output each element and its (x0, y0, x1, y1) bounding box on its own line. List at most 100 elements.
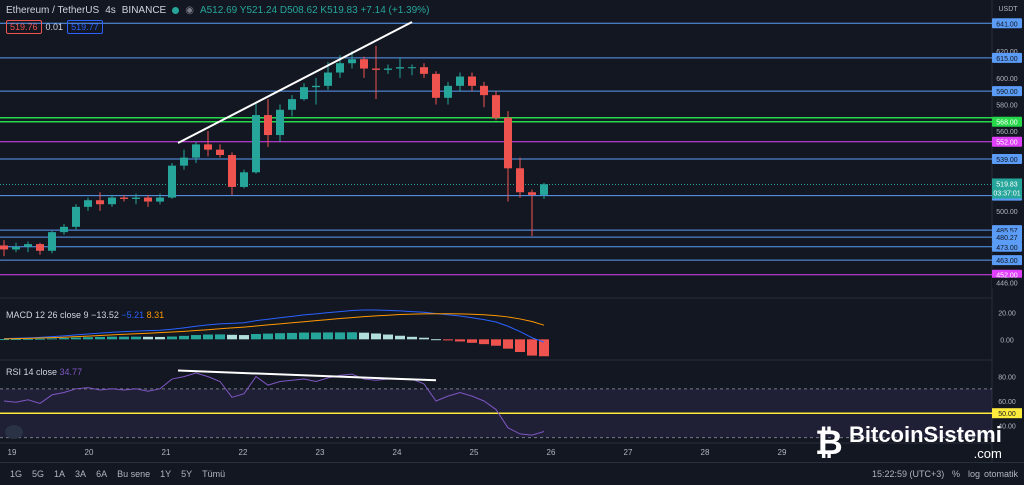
market-status-icon (172, 7, 180, 14)
x-tick-label: 22 (239, 448, 248, 457)
macd-histogram-bar (311, 332, 321, 340)
candle-body (204, 144, 212, 150)
candle-body (312, 85, 320, 88)
macd-histogram-bar (431, 339, 441, 341)
tradingview-logo-icon[interactable] (5, 425, 23, 439)
level-label: 539.00 (996, 157, 1018, 164)
candle-body (516, 168, 524, 193)
candle-body (456, 76, 464, 86)
macd-histogram-bar (263, 333, 273, 340)
candle-body (48, 232, 56, 251)
macd-histogram-bar (515, 339, 525, 352)
candle-body (192, 144, 200, 158)
timeframe-bu-sene[interactable]: Bu sene (117, 469, 151, 479)
level-label: 615.00 (996, 56, 1018, 63)
macd-histogram-bar (299, 332, 309, 340)
brand-word: BitcoinSistemi (849, 422, 1002, 447)
candle-body (384, 68, 392, 70)
level-tag (992, 136, 1022, 147)
rsi-trendline (177, 369, 437, 382)
macd-histogram-bar (287, 332, 297, 340)
timeframe-5y[interactable]: 5Y (181, 469, 193, 479)
brand-domain: .com (973, 446, 1002, 461)
timeframe-1g[interactable]: 1G (10, 469, 23, 479)
macd-histogram-bar (23, 338, 33, 340)
candle-body (228, 155, 236, 187)
macd-histogram-bar (59, 338, 69, 340)
macd-histogram-bar (467, 339, 477, 343)
auto-toggle[interactable]: otomatik (984, 469, 1019, 479)
sell-button[interactable]: 519.76 (6, 20, 42, 34)
candle-body (0, 245, 8, 250)
percent-toggle[interactable]: % (952, 469, 961, 479)
level-label: 463.00 (996, 258, 1018, 265)
x-tick-label: 29 (778, 448, 787, 457)
candle-body (420, 67, 428, 74)
rsi-value: 34.77 (59, 367, 83, 377)
level-label: 452.00 (996, 273, 1018, 280)
macd-histogram-bar (203, 334, 213, 340)
timeframe-1a[interactable]: 1A (54, 469, 66, 479)
candle-body (300, 87, 308, 100)
level-tag (992, 277, 1022, 288)
level-tag (992, 255, 1022, 266)
interval-label[interactable]: 4s (105, 5, 116, 16)
level-tag (992, 116, 1022, 127)
ohlc-values: A512.69 Y521.24 D508.62 K519.83 +7.14 (+… (199, 5, 430, 16)
macd-histogram-bar (227, 334, 237, 340)
macd-histogram-bar (371, 333, 381, 340)
level-tag (992, 232, 1022, 243)
spread-value: 0.01 (45, 22, 64, 32)
timeframe-tumu[interactable]: Tümü (202, 469, 226, 479)
candle-body (468, 76, 476, 86)
macd-histogram-bar (251, 334, 261, 340)
buy-button[interactable]: 519.77 (67, 20, 103, 34)
price-tick-label: 600.00 (996, 76, 1018, 83)
price-trendline (177, 21, 413, 144)
x-tick-label: 23 (316, 448, 325, 457)
candle-body (408, 67, 416, 69)
candle-body (288, 99, 296, 110)
candle-body (60, 226, 68, 233)
timeframe-3a[interactable]: 3A (75, 469, 87, 479)
timeframe-1y[interactable]: 1Y (160, 469, 172, 479)
timeframe-6a[interactable]: 6A (96, 469, 108, 479)
macd-legend[interactable]: MACD 12 26 close 9 −13.52 −5.21 8.31 (6, 310, 164, 320)
rsi-legend[interactable]: RSI 14 close 34.77 (6, 367, 82, 377)
symbol-name[interactable]: Ethereum / TetherUS (6, 5, 100, 16)
level-label: 568.00 (996, 120, 1018, 127)
candle-body (252, 115, 260, 173)
x-tick-label: 26 (547, 448, 556, 457)
x-tick-label: 28 (701, 448, 710, 457)
candle-body (84, 200, 92, 207)
candle-body (144, 197, 152, 202)
candle-body (372, 68, 380, 70)
utc-clock[interactable]: 15:22:59 (UTC+3) (872, 469, 945, 479)
candle-body (240, 172, 248, 187)
price-tick-label: 500.00 (996, 209, 1018, 216)
level-tag (992, 52, 1022, 63)
timeframe-5g[interactable]: 5G (32, 469, 45, 479)
macd-histogram-bar (335, 332, 345, 340)
candle-body (120, 197, 128, 199)
macd-histogram-bar (11, 338, 21, 340)
macd-histogram-bar (503, 339, 513, 349)
macd-histogram-bar (215, 334, 225, 340)
x-tick-label: 27 (624, 448, 633, 457)
macd-histogram-bar (179, 335, 189, 340)
rsi-tick-label: 80.00 (998, 375, 1016, 382)
eye-icon[interactable]: ◉ (185, 5, 194, 16)
last-price-tag (992, 178, 1022, 199)
macd-name: MACD 12 26 close 9 (6, 310, 89, 320)
candle-body (348, 59, 356, 64)
rsi-tick-label: 40.00 (998, 423, 1016, 430)
candle-body (324, 72, 332, 86)
candle-body (528, 192, 536, 195)
candle-body (336, 63, 344, 73)
level-tag (992, 241, 1022, 252)
macd-tick-label: 0.00 (1000, 337, 1014, 344)
candle-body (180, 157, 188, 166)
candle-body (96, 200, 104, 205)
log-toggle[interactable]: log (968, 469, 981, 479)
